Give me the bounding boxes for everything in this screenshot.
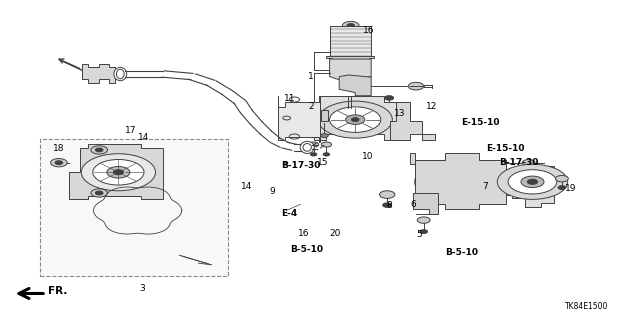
Text: B-5-10: B-5-10 bbox=[290, 245, 323, 254]
Circle shape bbox=[321, 134, 328, 137]
Text: 12: 12 bbox=[426, 102, 437, 111]
Circle shape bbox=[442, 172, 480, 191]
Text: TK84E1500: TK84E1500 bbox=[564, 302, 608, 311]
Text: B-17-30: B-17-30 bbox=[499, 158, 539, 167]
Circle shape bbox=[351, 118, 359, 122]
Text: 6: 6 bbox=[410, 200, 416, 209]
Text: 17: 17 bbox=[125, 126, 136, 135]
Text: 19: 19 bbox=[564, 184, 576, 193]
Text: B-17-30: B-17-30 bbox=[282, 161, 321, 170]
Polygon shape bbox=[506, 160, 554, 207]
Bar bbox=[40, 139, 228, 276]
Polygon shape bbox=[506, 163, 550, 198]
Bar bbox=[330, 26, 371, 57]
Circle shape bbox=[408, 82, 424, 90]
Ellipse shape bbox=[300, 141, 314, 153]
Circle shape bbox=[330, 107, 381, 132]
Circle shape bbox=[318, 101, 392, 138]
Circle shape bbox=[521, 176, 544, 188]
Text: 10: 10 bbox=[362, 152, 373, 161]
Text: 4: 4 bbox=[141, 174, 147, 183]
Circle shape bbox=[347, 24, 355, 27]
Circle shape bbox=[107, 167, 130, 178]
Circle shape bbox=[113, 170, 124, 175]
Circle shape bbox=[556, 175, 568, 182]
Circle shape bbox=[527, 179, 538, 184]
Text: 3: 3 bbox=[140, 284, 145, 293]
Ellipse shape bbox=[114, 67, 127, 81]
Polygon shape bbox=[390, 102, 435, 140]
Circle shape bbox=[81, 154, 156, 191]
Circle shape bbox=[51, 159, 67, 167]
Circle shape bbox=[342, 21, 359, 30]
Circle shape bbox=[417, 217, 430, 223]
Text: 18: 18 bbox=[52, 144, 64, 153]
Circle shape bbox=[308, 142, 319, 147]
Text: 17: 17 bbox=[125, 158, 136, 167]
Ellipse shape bbox=[116, 69, 124, 79]
Ellipse shape bbox=[303, 144, 312, 151]
Circle shape bbox=[91, 189, 108, 197]
Polygon shape bbox=[330, 59, 371, 80]
Text: B-5-10: B-5-10 bbox=[445, 248, 478, 256]
Text: 16: 16 bbox=[363, 26, 374, 35]
Circle shape bbox=[346, 115, 365, 124]
Text: 5: 5 bbox=[416, 230, 422, 239]
Circle shape bbox=[415, 159, 507, 205]
Circle shape bbox=[383, 203, 392, 207]
Text: 13: 13 bbox=[394, 109, 405, 118]
Text: 14: 14 bbox=[138, 133, 149, 142]
Bar bbox=[321, 110, 328, 121]
Text: 9: 9 bbox=[269, 187, 275, 196]
Circle shape bbox=[522, 160, 535, 166]
Text: 2: 2 bbox=[308, 102, 314, 111]
Polygon shape bbox=[278, 96, 320, 142]
Circle shape bbox=[558, 186, 566, 189]
Circle shape bbox=[321, 142, 332, 147]
Text: 20: 20 bbox=[330, 229, 341, 238]
Circle shape bbox=[95, 148, 103, 152]
Polygon shape bbox=[410, 153, 506, 209]
Text: 7: 7 bbox=[482, 182, 488, 191]
Text: 11: 11 bbox=[284, 94, 295, 103]
Text: FR.: FR. bbox=[48, 286, 67, 296]
Polygon shape bbox=[314, 96, 397, 140]
Circle shape bbox=[55, 161, 63, 165]
Text: 8: 8 bbox=[386, 201, 392, 210]
Circle shape bbox=[95, 191, 103, 195]
Circle shape bbox=[91, 146, 108, 154]
Polygon shape bbox=[82, 64, 115, 83]
Text: 14: 14 bbox=[241, 182, 253, 191]
Circle shape bbox=[508, 170, 557, 194]
Circle shape bbox=[380, 191, 395, 198]
Circle shape bbox=[497, 164, 568, 199]
Text: E-4: E-4 bbox=[282, 209, 298, 218]
Circle shape bbox=[420, 230, 428, 234]
Polygon shape bbox=[69, 144, 163, 199]
Text: E-15-10: E-15-10 bbox=[486, 144, 525, 153]
Circle shape bbox=[426, 164, 496, 199]
Circle shape bbox=[453, 178, 468, 186]
Circle shape bbox=[385, 96, 394, 100]
Polygon shape bbox=[326, 56, 374, 59]
Circle shape bbox=[93, 160, 144, 185]
Text: E-15-10: E-15-10 bbox=[461, 118, 499, 127]
Text: 15: 15 bbox=[317, 158, 328, 167]
Circle shape bbox=[323, 153, 330, 156]
Text: 16: 16 bbox=[298, 229, 310, 238]
Circle shape bbox=[310, 153, 317, 156]
Polygon shape bbox=[413, 193, 438, 214]
Text: 1: 1 bbox=[308, 72, 314, 81]
Polygon shape bbox=[339, 75, 371, 96]
